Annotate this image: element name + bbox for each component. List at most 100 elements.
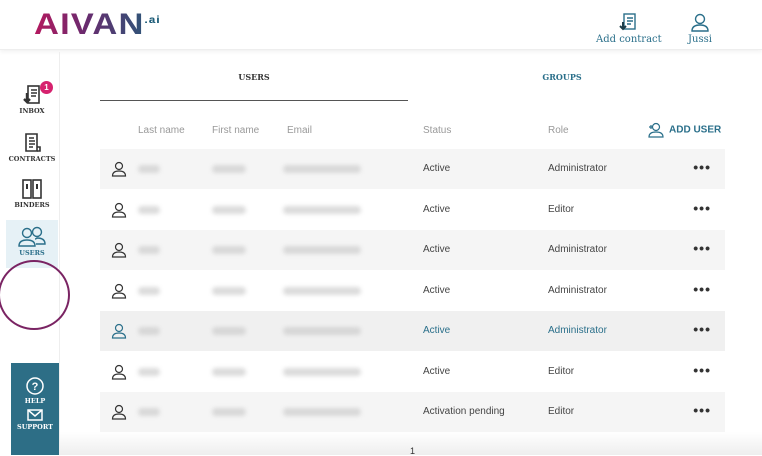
support-label: SUPPORT — [17, 423, 53, 431]
role-cell: Administrator — [548, 163, 607, 174]
role-cell: Administrator — [548, 284, 607, 296]
highlight-circle — [0, 260, 70, 330]
tab-groups[interactable]: GROUPS — [542, 72, 582, 82]
add-contract-icon — [619, 13, 636, 31]
last-name-cell — [138, 165, 160, 173]
email-cell — [283, 327, 361, 335]
table-row[interactable]: Active Administrator ••• — [100, 271, 725, 311]
email-cell — [283, 408, 361, 416]
table-row[interactable]: Active Editor ••• — [100, 190, 725, 230]
column-first-name[interactable]: First name — [212, 125, 260, 136]
last-name-cell — [138, 327, 160, 335]
add-contract-button[interactable]: Add contract — [596, 12, 662, 45]
status-cell: Active — [423, 284, 451, 296]
help-panel: ? HELP SUPPORT — [11, 363, 59, 455]
email-cell — [283, 367, 361, 376]
table-row[interactable]: Active Administrator ••• — [100, 230, 725, 270]
logo-suffix: .ai — [144, 15, 161, 26]
users-icon — [18, 226, 46, 247]
column-role[interactable]: Role — [548, 125, 569, 136]
email-cell — [283, 165, 361, 173]
role-cell: Administrator — [548, 244, 607, 255]
more-options-button[interactable]: ••• — [693, 402, 711, 418]
more-options-button[interactable]: ••• — [693, 159, 711, 175]
sidebar-item-label: BINDERS — [14, 201, 50, 209]
binders-icon — [22, 179, 42, 199]
first-name-cell — [212, 246, 246, 254]
user-icon — [111, 283, 127, 299]
status-cell: Active — [423, 365, 451, 377]
table-row[interactable]: Active Administrator ••• — [100, 311, 725, 351]
sidebar-item-contracts[interactable]: CONTRACTS — [6, 132, 58, 163]
role-cell: Editor — [548, 365, 575, 377]
status-cell: Activation pending — [423, 406, 505, 417]
contracts-icon — [25, 133, 41, 152]
sidebar-item-label: CONTRACTS — [8, 155, 56, 163]
last-name-cell — [138, 408, 160, 416]
sidebar-item-binders[interactable]: BINDERS — [6, 178, 58, 209]
last-name-cell — [138, 205, 160, 214]
table-row[interactable]: Activation pending Editor ••• — [100, 392, 725, 432]
column-status[interactable]: Status — [423, 125, 452, 136]
table-row[interactable]: Active Editor ••• — [100, 352, 725, 392]
first-name-cell — [212, 408, 246, 416]
role-cell: Editor — [548, 406, 575, 417]
page-number[interactable]: 1 — [410, 446, 416, 456]
add-contract-label: Add contract — [596, 34, 662, 45]
first-name-cell — [212, 367, 246, 376]
inbox-icon — [23, 85, 40, 104]
table-row[interactable]: Active Administrator ••• — [100, 149, 725, 189]
help-button[interactable]: ? HELP — [11, 363, 59, 405]
last-name-cell — [138, 286, 160, 295]
first-name-cell — [212, 327, 246, 335]
pagination: 1 — [60, 432, 762, 456]
user-icon — [111, 323, 127, 339]
user-icon — [111, 202, 127, 218]
more-options-button[interactable]: ••• — [693, 199, 711, 216]
more-options-button[interactable]: ••• — [693, 280, 711, 297]
column-last-name[interactable]: Last name — [138, 125, 185, 136]
first-name-cell — [212, 165, 246, 173]
user-icon — [111, 242, 127, 258]
tabs: USERS GROUPS — [100, 72, 725, 102]
status-cell: Active — [423, 325, 451, 336]
sidebar: 1 INBOX CONTRACTS BINDERS USERS — [0, 52, 70, 455]
header: AIVAN.ai Add contract Jussi — [0, 0, 762, 50]
role-cell: Administrator — [548, 325, 607, 336]
first-name-cell — [212, 205, 246, 214]
add-user-icon — [648, 122, 664, 138]
user-menu[interactable]: Jussi — [688, 12, 712, 45]
user-icon — [111, 364, 127, 380]
user-icon — [691, 13, 709, 32]
logo-text: AIVAN — [34, 8, 145, 41]
help-label: HELP — [24, 397, 46, 405]
status-cell: Active — [423, 163, 451, 174]
sidebar-item-inbox[interactable]: 1 INBOX — [6, 81, 58, 115]
column-email[interactable]: Email — [287, 125, 313, 136]
status-cell: Active — [423, 203, 451, 215]
last-name-cell — [138, 246, 160, 254]
sidebar-item-label: INBOX — [19, 107, 45, 115]
first-name-cell — [212, 286, 246, 295]
last-name-cell — [138, 367, 160, 376]
sidebar-item-users[interactable]: USERS — [6, 220, 58, 268]
add-user-button[interactable]: ADD USER — [648, 122, 721, 138]
svg-text:?: ? — [32, 381, 39, 393]
more-options-button[interactable]: ••• — [693, 321, 711, 337]
help-icon: ? — [26, 377, 44, 395]
inbox-badge: 1 — [40, 81, 53, 94]
sidebar-item-label: USERS — [19, 249, 45, 257]
user-icon — [111, 161, 127, 177]
more-options-button[interactable]: ••• — [693, 361, 711, 378]
user-icon — [111, 404, 127, 420]
mail-icon — [27, 409, 43, 421]
more-options-button[interactable]: ••• — [693, 240, 711, 256]
add-user-label: ADD USER — [669, 124, 722, 136]
support-button[interactable]: SUPPORT — [11, 405, 59, 431]
email-cell — [283, 286, 361, 295]
status-cell: Active — [423, 244, 451, 255]
logo[interactable]: AIVAN.ai — [34, 8, 161, 42]
tab-users[interactable]: USERS — [100, 72, 408, 101]
role-cell: Editor — [548, 203, 575, 215]
email-cell — [283, 205, 361, 214]
